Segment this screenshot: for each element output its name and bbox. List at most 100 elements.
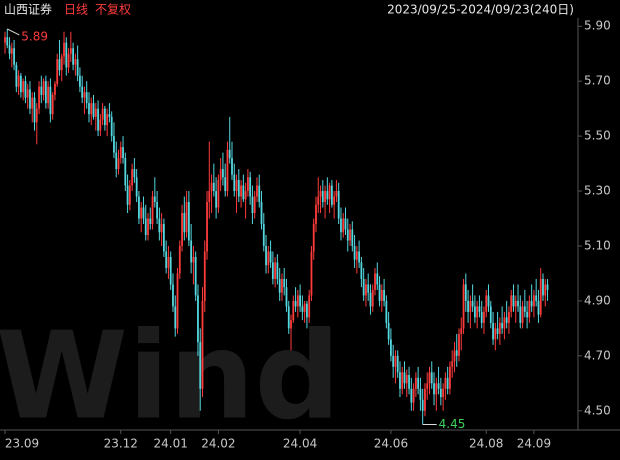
candle-body xyxy=(303,303,306,312)
candle-body xyxy=(54,83,56,95)
candle-body xyxy=(183,213,186,233)
candle-body xyxy=(508,311,510,323)
candle-body xyxy=(76,59,79,76)
candle-body xyxy=(444,377,447,389)
candle-body xyxy=(233,174,236,192)
candle-body xyxy=(72,48,74,65)
candle-body xyxy=(181,213,183,246)
watermark: Wind xyxy=(0,308,340,447)
max-pointer xyxy=(7,28,20,36)
x-tick-label: 24.06 xyxy=(374,437,408,451)
candle-body xyxy=(40,86,43,95)
candle-body xyxy=(90,103,93,115)
candle-body xyxy=(242,185,245,200)
candle-body xyxy=(449,366,451,389)
candle-body xyxy=(251,196,254,214)
candle-body xyxy=(271,262,274,279)
candle-body xyxy=(228,149,231,159)
candle-body xyxy=(178,245,181,274)
candle-body xyxy=(253,196,256,214)
x-tick-label: 23.09 xyxy=(5,437,39,451)
candle-body xyxy=(469,300,472,312)
candle-body xyxy=(79,75,81,87)
candle-body xyxy=(10,48,13,54)
candle-body xyxy=(281,278,283,293)
adjust: 不复权 xyxy=(95,3,131,17)
candle-body xyxy=(92,103,95,117)
candle-body xyxy=(510,295,513,312)
candle-body xyxy=(290,320,292,329)
y-tick-label: 5.50 xyxy=(584,129,611,143)
candle-body xyxy=(147,218,149,235)
candle-body xyxy=(256,185,258,197)
candle-body xyxy=(215,191,218,208)
candle-body xyxy=(187,202,190,241)
candle-body xyxy=(349,229,351,241)
candle-body xyxy=(203,251,206,301)
candle-body xyxy=(26,89,29,98)
y-tick-label: 4.90 xyxy=(584,293,611,307)
y-tick-label: 5.70 xyxy=(584,74,611,88)
x-tick-label: 23.12 xyxy=(104,437,138,451)
candle-body xyxy=(505,317,508,323)
candle-body xyxy=(390,339,392,356)
candle-body xyxy=(285,287,288,307)
candle-body xyxy=(131,169,134,186)
candle-body xyxy=(167,256,170,268)
candle-body xyxy=(33,97,36,123)
candle-body xyxy=(458,333,460,356)
candle-body xyxy=(67,53,70,68)
candle-body xyxy=(437,383,440,389)
candle-body xyxy=(301,306,304,312)
candle-body xyxy=(485,295,488,312)
candle-body xyxy=(442,388,445,398)
candle-body xyxy=(201,300,204,389)
candle-body xyxy=(24,81,27,98)
candle-body xyxy=(138,196,140,219)
candle-body xyxy=(378,284,381,301)
candle-body xyxy=(115,152,118,170)
candle-body xyxy=(13,48,15,65)
candle-body xyxy=(165,251,168,268)
candle-body xyxy=(65,42,68,68)
candle-body xyxy=(308,295,311,318)
candle-body xyxy=(219,169,222,181)
candle-body xyxy=(226,149,229,192)
candle-body xyxy=(278,278,281,293)
candle-body xyxy=(351,229,354,246)
candle-body xyxy=(326,191,329,200)
candle-body xyxy=(235,180,238,192)
stock-name: 山西证券 xyxy=(4,2,52,17)
candle-body xyxy=(113,136,115,153)
candle-body xyxy=(4,37,6,43)
candle-body xyxy=(306,303,308,318)
candle-body xyxy=(355,251,358,260)
candle-body xyxy=(408,375,410,389)
candle-body xyxy=(106,114,109,126)
candle-body xyxy=(396,355,399,373)
candle-body xyxy=(353,245,356,260)
candle-body xyxy=(8,45,11,54)
candle-body xyxy=(85,92,88,104)
candle-body xyxy=(199,342,202,389)
candle-body xyxy=(97,108,99,131)
candle-body xyxy=(362,278,365,296)
candle-body xyxy=(135,177,138,197)
candle-body xyxy=(496,328,499,334)
x-tick-label: 24.02 xyxy=(201,437,235,451)
candle-body xyxy=(312,224,315,252)
candle-body xyxy=(424,388,426,411)
y-tick-label: 5.10 xyxy=(584,238,611,252)
candle-body xyxy=(160,224,163,233)
candle-body xyxy=(358,251,361,263)
candle-body xyxy=(274,262,277,279)
candle-body xyxy=(122,147,124,159)
candle-body xyxy=(163,224,165,252)
candle-body xyxy=(197,295,199,343)
candle-body xyxy=(265,245,267,266)
candle-body xyxy=(60,56,63,71)
candle-body xyxy=(335,191,338,197)
max-label: 5.89 xyxy=(21,29,48,43)
candle-body xyxy=(149,218,152,224)
candle-body xyxy=(99,119,102,131)
